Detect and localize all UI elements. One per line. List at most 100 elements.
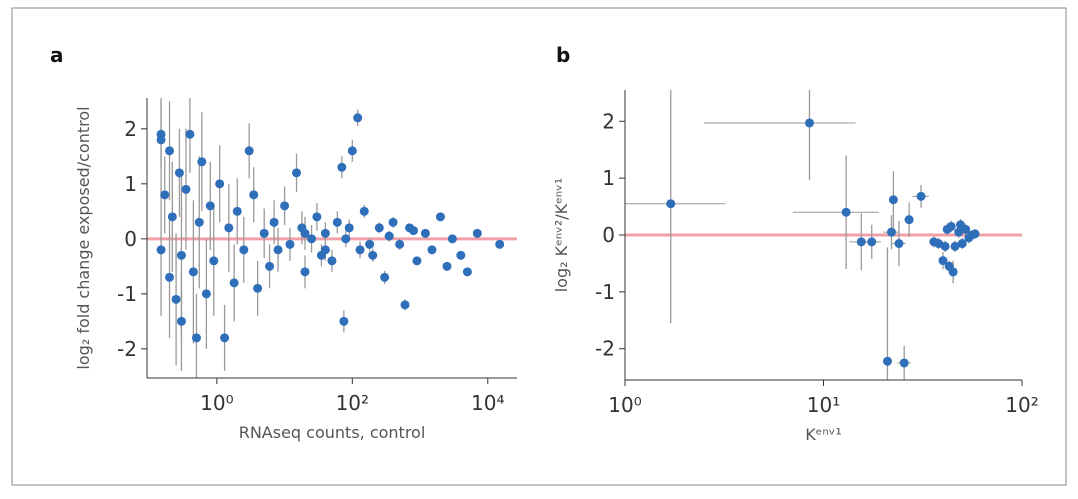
point	[292, 168, 302, 178]
point	[388, 217, 398, 227]
x-tick-label: 10⁴	[471, 391, 504, 415]
point	[156, 135, 166, 145]
point	[666, 199, 676, 209]
point	[395, 239, 405, 249]
point	[462, 267, 472, 277]
point	[804, 118, 814, 128]
y-axis-label: log₂ Kᵉⁿᵛ²/Kᵉⁿᵛ¹	[552, 178, 571, 293]
y-tick-label: -1	[117, 282, 137, 306]
point	[946, 221, 956, 231]
point	[229, 278, 239, 288]
point	[882, 356, 892, 366]
point	[347, 146, 357, 156]
point	[957, 239, 967, 249]
point	[285, 239, 295, 249]
x-axis-label: RNAseq counts, control	[239, 423, 426, 442]
point	[300, 267, 310, 277]
point	[244, 146, 254, 156]
point	[916, 191, 926, 201]
point	[160, 190, 170, 200]
point	[201, 289, 211, 299]
point	[961, 224, 971, 234]
point	[938, 256, 948, 266]
point	[384, 231, 394, 241]
point	[215, 179, 225, 189]
point	[856, 237, 866, 247]
point	[365, 239, 375, 249]
point	[970, 229, 980, 239]
y-tick-label: -1	[595, 280, 615, 304]
y-tick-label: 2	[124, 117, 137, 141]
point	[899, 358, 909, 368]
point	[374, 223, 384, 233]
y-tick-label: -2	[117, 337, 137, 361]
point	[456, 250, 466, 260]
x-tick-label: 10²	[1005, 393, 1038, 417]
point	[174, 168, 184, 178]
point	[886, 227, 896, 237]
point	[300, 228, 310, 238]
point	[327, 256, 337, 266]
point	[339, 316, 349, 326]
point	[904, 215, 914, 225]
y-tick-label: 0	[602, 223, 615, 247]
point	[185, 129, 195, 139]
point	[253, 283, 263, 293]
point	[359, 206, 369, 216]
plot-area	[147, 98, 517, 378]
point	[249, 190, 259, 200]
point	[447, 234, 457, 244]
y-tick-label: 0	[124, 227, 137, 251]
x-axis-label: Kᵉⁿᵛ¹	[805, 425, 842, 444]
point	[171, 294, 181, 304]
point	[188, 267, 198, 277]
x-tick-label: 10¹	[807, 393, 840, 417]
frame	[11, 7, 1067, 486]
point	[888, 195, 898, 205]
point	[841, 207, 851, 217]
point	[205, 201, 215, 211]
y-tick-label: 1	[602, 166, 615, 190]
point	[948, 267, 958, 277]
point	[940, 241, 950, 251]
point	[320, 245, 330, 255]
point	[341, 234, 351, 244]
y-tick-label: 2	[602, 109, 615, 133]
point	[950, 241, 960, 251]
point	[412, 256, 422, 266]
point	[427, 245, 437, 255]
point	[181, 184, 191, 194]
point	[337, 162, 347, 172]
point	[867, 237, 877, 247]
x-tick-label: 10²	[336, 391, 369, 415]
point	[209, 256, 219, 266]
point	[265, 261, 275, 271]
point	[495, 239, 505, 249]
point	[355, 245, 365, 255]
point	[194, 217, 204, 227]
point	[380, 272, 390, 282]
point	[191, 333, 201, 343]
point	[167, 212, 177, 222]
point	[408, 226, 418, 236]
point	[259, 228, 269, 238]
point	[273, 245, 283, 255]
point	[435, 212, 445, 222]
point	[320, 228, 330, 238]
point	[280, 201, 290, 211]
y-tick-label: 1	[124, 172, 137, 196]
point	[420, 228, 430, 238]
point	[472, 228, 482, 238]
point	[307, 234, 317, 244]
point	[954, 227, 964, 237]
x-tick-label: 10⁰	[608, 393, 641, 417]
point	[224, 223, 234, 233]
point	[332, 217, 342, 227]
point	[176, 250, 186, 260]
point	[344, 223, 354, 233]
y-axis-label: log₂ fold change exposed/control	[74, 106, 93, 369]
point	[353, 113, 363, 123]
point	[176, 316, 186, 326]
point	[197, 157, 207, 167]
